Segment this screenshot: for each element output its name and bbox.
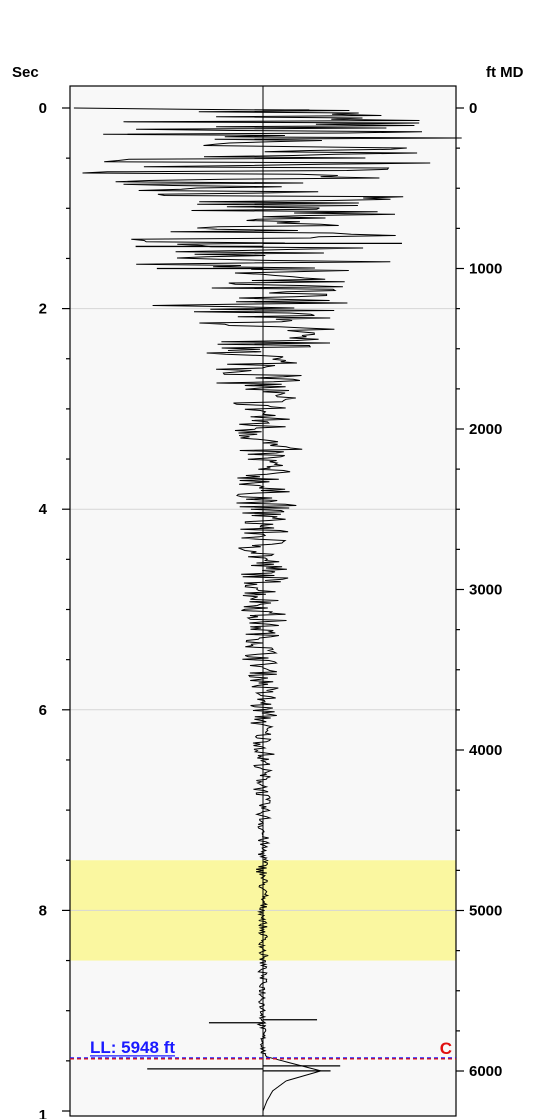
left-axis-title: Sec [12,64,39,81]
right-tick-label: 0 [469,100,477,117]
right-tick-label: 4000 [469,742,502,759]
right-tick-label: 1000 [469,261,502,278]
left-tick-label: 8 [39,902,47,919]
left-tick-label: 2 [39,301,47,318]
right-tick-label: 2000 [469,421,502,438]
left-axis: 0 2 4 6 8 [39,100,70,1112]
wiggle-line [73,107,462,1112]
wiggle-trace [73,107,462,1112]
right-axis: 0 1000 2000 3000 4000 5000 6000 [456,100,502,1080]
plot-frame [69,85,457,1117]
left-bottom-tick-label: 1 [39,1107,47,1119]
right-tick-label: 3000 [469,582,502,599]
right-tick-label: 5000 [469,903,502,920]
left-tick-label: 0 [39,100,47,117]
right-tick-label: 6000 [469,1063,502,1080]
annotations: LL: 5948 ft C [70,1038,456,1060]
left-tick-label: 4 [39,501,48,518]
annotation-label: LL: 5948 ft [90,1038,175,1057]
annotation-label: C [440,1039,452,1058]
right-axis-title: ft MD [486,64,524,81]
left-tick-label: 6 [39,702,47,719]
